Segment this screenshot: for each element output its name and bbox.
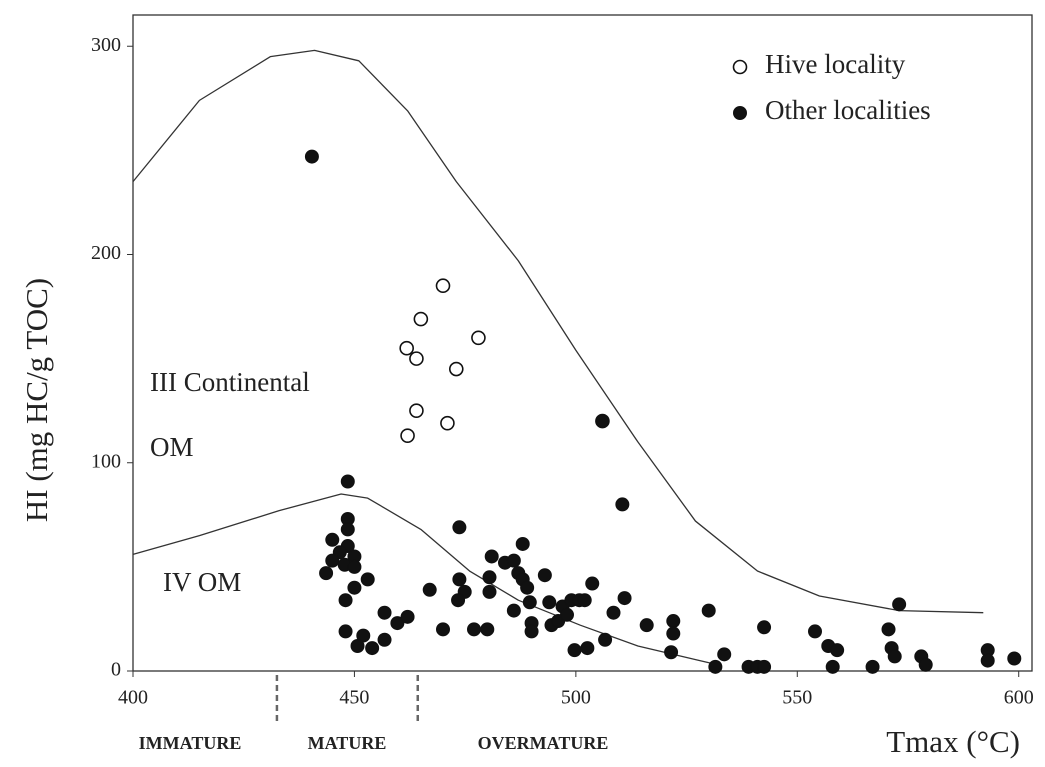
plot-frame: [132, 14, 1033, 672]
data-point: [319, 566, 334, 581]
data-point: [390, 616, 405, 631]
data-point: [480, 622, 495, 637]
data-point: [435, 278, 451, 294]
y-tick-label: 0: [111, 659, 121, 681]
legend-marker: [732, 59, 748, 75]
data-point: [577, 593, 592, 608]
data-point: [580, 641, 595, 656]
data-point: [422, 582, 437, 597]
data-point: [757, 620, 772, 635]
data-point: [400, 609, 415, 624]
data-point: [484, 549, 499, 564]
data-point: [452, 520, 467, 535]
boundary-curve: [132, 493, 718, 666]
data-point: [664, 645, 679, 660]
y-tick-label: 200: [91, 242, 121, 264]
y-axis-title: HI (mg HC/g TOC): [19, 278, 54, 522]
data-point: [585, 576, 600, 591]
data-point: [451, 593, 466, 608]
data-point: [567, 643, 582, 658]
data-point: [325, 553, 340, 568]
data-point: [399, 340, 414, 356]
data-point: [717, 647, 732, 662]
zone-label: OVERMATURE: [478, 733, 609, 753]
data-point: [830, 643, 845, 658]
data-point: [595, 414, 610, 429]
x-tick-label: 450: [339, 687, 369, 709]
data-point: [537, 568, 552, 583]
x-tick-label: 500: [561, 687, 591, 709]
x-tick-label: 600: [1004, 687, 1034, 709]
data-point: [409, 403, 424, 418]
data-point: [304, 149, 319, 164]
data-point: [615, 497, 630, 512]
data-point: [892, 597, 907, 612]
x-tick-label: 550: [782, 687, 812, 709]
zone-label: IMMATURE: [139, 733, 242, 753]
data-point: [887, 649, 902, 664]
data-point: [448, 361, 464, 377]
data-point: [325, 532, 340, 547]
data-point: [377, 605, 392, 620]
data-point: [980, 653, 995, 668]
data-point: [400, 428, 415, 443]
legend-label: Hive locality: [765, 49, 906, 79]
data-point: [360, 572, 375, 587]
zone-label: MATURE: [308, 733, 387, 753]
data-point: [515, 536, 530, 551]
data-point: [467, 622, 481, 637]
data-point: [666, 626, 681, 641]
legend-label: Other localities: [765, 95, 931, 125]
data-point: [708, 659, 723, 674]
data-point: [506, 553, 521, 568]
region-label: IV OM: [163, 567, 241, 597]
data-point: [436, 622, 450, 637]
data-point: [340, 474, 355, 489]
data-point: [482, 570, 497, 585]
x-tick-label: 400: [118, 687, 148, 709]
data-point: [452, 572, 467, 587]
data-point: [542, 595, 557, 610]
data-point: [350, 639, 365, 654]
data-point: [338, 624, 353, 639]
data-point: [757, 659, 772, 674]
data-point: [482, 584, 497, 599]
data-point: [524, 624, 539, 639]
data-point: [881, 622, 896, 637]
data-point: [471, 330, 486, 346]
data-point: [440, 415, 455, 431]
data-point: [347, 580, 362, 595]
data-point: [865, 659, 880, 674]
x-axis-title: Tmax (°C): [886, 724, 1020, 759]
data-point: [377, 632, 392, 647]
data-point: [340, 522, 355, 537]
data-point: [520, 580, 535, 595]
data-point: [413, 311, 429, 327]
legend-marker: [733, 106, 747, 120]
data-point: [617, 591, 632, 606]
data-point: [365, 641, 380, 656]
data-point: [338, 593, 353, 608]
data-point: [808, 624, 822, 639]
data-point: [701, 603, 716, 618]
data-point: [606, 605, 621, 620]
data-point: [825, 659, 840, 674]
data-point: [409, 351, 424, 366]
data-point: [506, 603, 521, 618]
data-point: [522, 595, 537, 610]
region-label: III Continental: [150, 367, 310, 397]
data-point: [347, 559, 362, 574]
data-point: [560, 607, 574, 622]
data-point: [666, 614, 681, 629]
y-tick-label: 300: [91, 34, 121, 56]
region-label: OM: [150, 432, 194, 462]
data-point: [1007, 651, 1022, 666]
y-tick-label: 100: [91, 450, 121, 472]
data-point: [639, 618, 654, 633]
boundary-curve: [132, 49, 984, 614]
data-point: [918, 657, 933, 672]
data-point: [598, 632, 613, 647]
